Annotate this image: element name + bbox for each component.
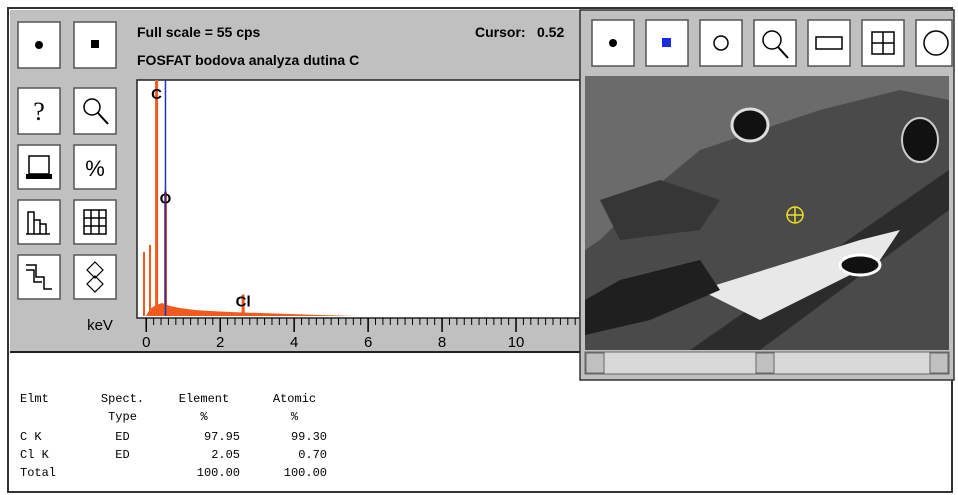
help-icon: ? [33, 97, 45, 126]
button[interactable] [700, 20, 742, 66]
button[interactable] [916, 20, 952, 66]
x-tick-label: 10 [508, 334, 525, 351]
x-tick-label: 2 [216, 334, 224, 351]
table-cell: 100.00 [197, 466, 240, 480]
spectrum-title: FOSFAT bodova analyza dutina C [137, 52, 359, 68]
column-header: % [200, 410, 208, 424]
column-header: Spect. [101, 392, 144, 406]
cursor-label: Cursor: [475, 24, 526, 40]
button[interactable] [754, 20, 796, 66]
low-peak [149, 245, 151, 316]
icon [662, 38, 671, 47]
sem-pore [840, 255, 880, 275]
x-tick-label: 6 [364, 334, 372, 351]
screen: ? % Full scale = 55 cps FOSFAT bodova an… [0, 0, 958, 495]
column-header: Elmt [20, 392, 49, 406]
table-cell: Cl K [20, 448, 50, 462]
icon [91, 40, 99, 48]
scroll-left[interactable] [586, 353, 604, 373]
peak-label: C [151, 86, 162, 103]
column-header: Element [179, 392, 229, 406]
x-tick-label: 4 [290, 334, 298, 351]
icon [26, 174, 52, 179]
button[interactable] [74, 200, 116, 244]
button[interactable] [808, 20, 850, 66]
scroll-right[interactable] [930, 353, 948, 373]
full-scale: Full scale = 55 cps [137, 24, 261, 40]
icon [35, 41, 43, 49]
column-header: Type [108, 410, 137, 424]
x-tick-label: 8 [438, 334, 446, 351]
table-cell: ED [115, 430, 129, 444]
button[interactable] [18, 145, 60, 189]
table-cell: Total [20, 466, 56, 480]
image-window [580, 10, 954, 380]
column-header: % [291, 410, 299, 424]
table-cell: C K [20, 430, 42, 444]
peak [155, 80, 158, 316]
percent-icon: % [85, 156, 105, 181]
table-cell: 100.00 [284, 466, 327, 480]
peak-label: Cl [236, 294, 251, 311]
button[interactable] [18, 200, 60, 244]
button[interactable] [74, 88, 116, 134]
sem-pore [732, 109, 768, 141]
column-header: Atomic [273, 392, 316, 406]
table-cell: 99.30 [291, 430, 327, 444]
plot-area [137, 80, 580, 318]
x-tick-label: 0 [142, 334, 150, 351]
scroll-thumb[interactable] [756, 353, 774, 373]
icon [609, 39, 617, 47]
table-cell: ED [115, 448, 129, 462]
cursor-value: 0.52 [537, 24, 564, 40]
axis-label: keV [87, 317, 113, 334]
table-cell: 0.70 [298, 448, 327, 462]
table-cell: 97.95 [204, 430, 240, 444]
low-peak [143, 252, 145, 316]
sem-pore [902, 118, 938, 162]
table-cell: 2.05 [211, 448, 240, 462]
